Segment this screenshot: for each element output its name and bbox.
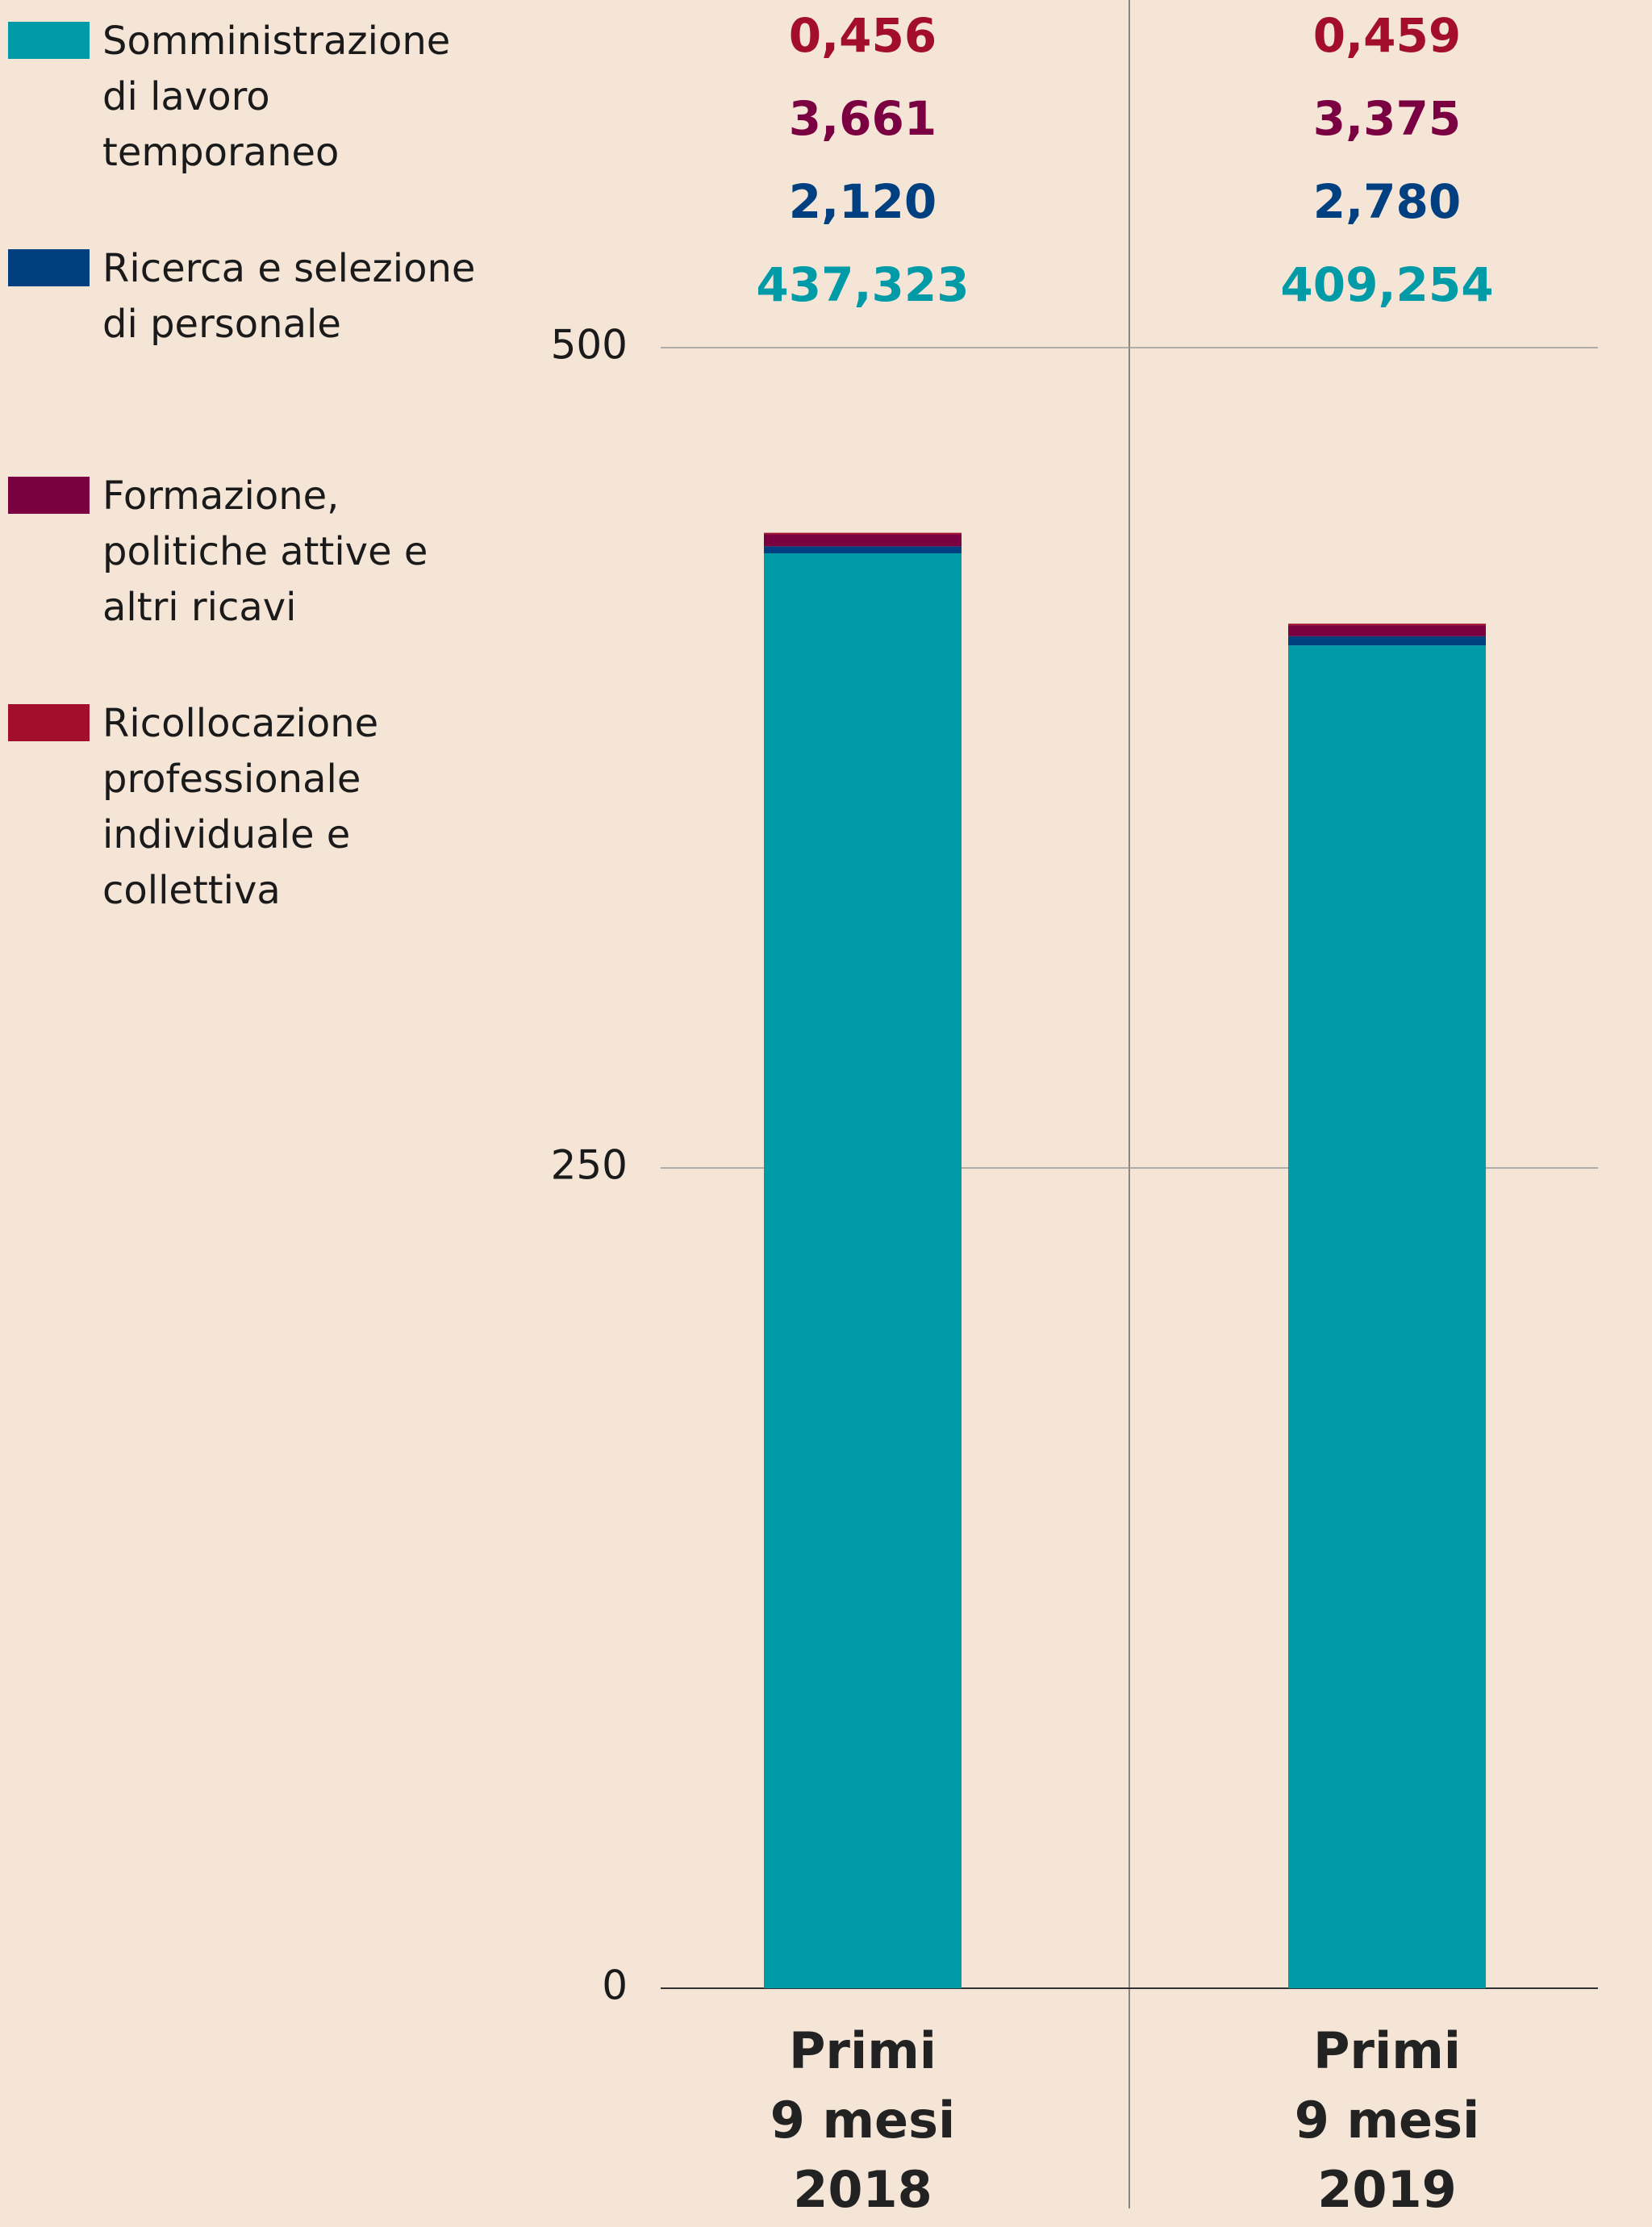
y-tick-label: 250 [551,1142,628,1189]
bar-segment [1288,636,1486,646]
legend-label: Ricerca e selezione di personale [102,246,476,347]
legend-swatch [8,477,90,514]
legend-swatch [8,704,90,741]
bar-segment [764,553,962,1989]
legend-label: Formazione, politiche attive e altri ric… [102,473,428,630]
value-label: 437,323 [756,257,969,312]
legend-swatch [8,249,90,286]
y-tick-label: 500 [551,322,628,369]
value-label: 2,780 [1313,174,1461,229]
value-label: 409,254 [1280,257,1493,312]
bar-segment [764,534,962,547]
x-tick-label: Primi 9 mesi 2019 [1294,2021,1480,2219]
x-tick-label: Primi 9 mesi 2018 [770,2021,956,2219]
bar-segment [764,532,962,535]
bar-segment [1288,645,1486,1988]
value-label: 0,459 [1313,8,1461,63]
legend-label: Ricollocazione professionale individuale… [102,701,379,913]
value-label: 0,456 [789,8,937,63]
legend-swatch [8,22,90,59]
value-label: 3,661 [789,91,937,146]
bar-segment [1288,625,1486,636]
value-label: 2,120 [789,174,937,229]
bar-segment [1288,623,1486,626]
y-tick-label: 0 [602,1962,628,2009]
bar-segment [764,546,962,553]
legend-label: Somministrazione di lavoro temporaneo [102,19,451,175]
value-label: 3,375 [1313,91,1461,146]
